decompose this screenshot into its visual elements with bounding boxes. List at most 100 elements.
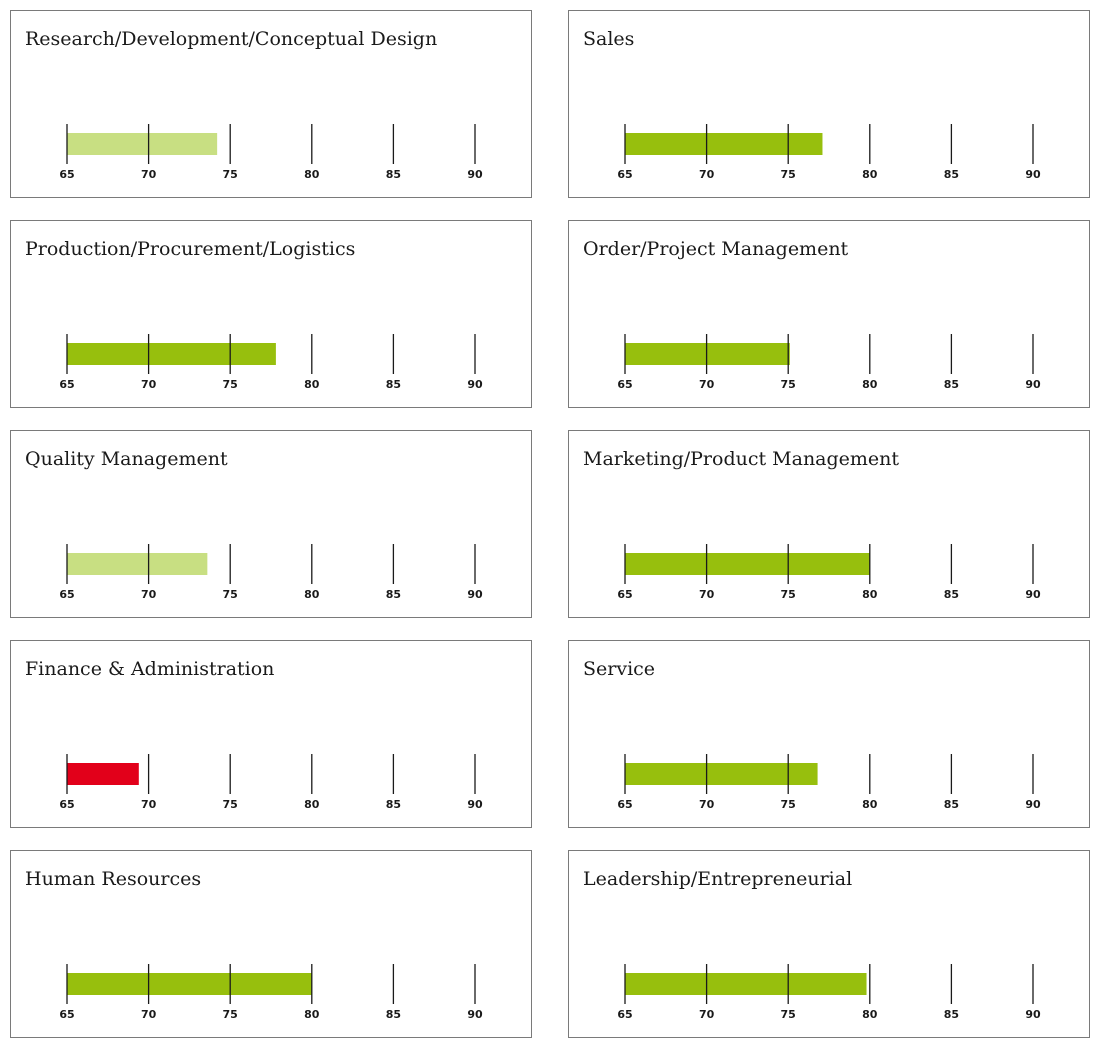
chart-title: Human Resources — [25, 868, 202, 890]
chart-plot: 65 70 75 80 85 90 — [59, 334, 483, 391]
tick-label: 80 — [862, 1008, 878, 1021]
tick-label: 85 — [386, 588, 401, 601]
tick-label: 80 — [862, 168, 878, 181]
tick-label: 70 — [699, 1008, 715, 1021]
tick-label: 70 — [699, 588, 715, 601]
bar — [625, 763, 818, 785]
tick-label: 65 — [617, 588, 632, 601]
bar — [67, 763, 139, 785]
tick-label: 75 — [223, 588, 238, 601]
tick-label: 70 — [141, 168, 157, 181]
tick-label: 65 — [617, 168, 632, 181]
tick-label: 85 — [386, 1008, 401, 1021]
chart-panel: Leadership/Entrepreneurial 65 70 75 80 85 90 — [568, 850, 1090, 1038]
tick-label: 90 — [467, 1008, 483, 1021]
tick-label: 85 — [944, 1008, 959, 1021]
bar — [625, 133, 823, 155]
chart-title: Marketing/Product Management — [583, 448, 900, 470]
bar — [67, 343, 276, 365]
tick-label: 80 — [862, 378, 878, 391]
tick-label: 90 — [1025, 588, 1041, 601]
chart-panel: Finance & Administration 65 70 75 80 85 90 — [10, 640, 532, 828]
chart-plot: 65 70 75 80 85 90 — [617, 334, 1041, 391]
bar — [625, 343, 790, 365]
tick-label: 90 — [1025, 378, 1041, 391]
chart-title: Finance & Administration — [25, 658, 275, 680]
chart-plot: 65 70 75 80 85 90 — [617, 544, 1041, 601]
tick-label: 65 — [617, 378, 632, 391]
chart-panel: Quality Management 65 70 75 80 85 90 — [10, 430, 532, 618]
bar — [67, 973, 312, 995]
tick-label: 85 — [944, 588, 959, 601]
tick-label: 65 — [59, 1008, 74, 1021]
tick-label: 80 — [304, 588, 320, 601]
chart-title: Research/Development/Conceptual Design — [25, 28, 438, 50]
chart-plot: 65 70 75 80 85 90 — [59, 754, 483, 811]
bar — [625, 553, 870, 575]
tick-label: 75 — [223, 168, 238, 181]
tick-label: 90 — [467, 378, 483, 391]
tick-label: 80 — [304, 798, 320, 811]
tick-label: 70 — [141, 588, 157, 601]
tick-label: 65 — [59, 588, 74, 601]
chart-panel: Production/Procurement/Logistics 65 70 75 80… — [10, 220, 532, 408]
chart-title: Production/Procurement/Logistics — [25, 238, 356, 260]
tick-label: 80 — [862, 588, 878, 601]
chart-title: Order/Project Management — [583, 238, 849, 260]
chart-plot: 65 70 75 80 85 90 — [617, 754, 1041, 811]
tick-label: 75 — [781, 798, 796, 811]
tick-label: 85 — [944, 168, 959, 181]
tick-label: 80 — [304, 1008, 320, 1021]
tick-label: 65 — [617, 798, 632, 811]
chart-plot: 65 70 75 80 85 90 — [59, 964, 483, 1021]
tick-label: 75 — [781, 1008, 796, 1021]
tick-label: 85 — [386, 798, 401, 811]
tick-label: 70 — [141, 378, 157, 391]
tick-label: 70 — [699, 798, 715, 811]
tick-label: 70 — [699, 168, 715, 181]
chart-title: Service — [583, 658, 656, 680]
tick-label: 90 — [467, 798, 483, 811]
chart-plot: 65 70 75 80 85 90 — [59, 544, 483, 601]
chart-title: Quality Management — [25, 448, 228, 470]
tick-label: 90 — [467, 588, 483, 601]
chart-panel: Research/Development/Conceptual Design 65… — [10, 10, 532, 198]
chart-panel: Marketing/Product Management 65 70 75 80 85 90 — [568, 430, 1090, 618]
chart-panel: Service 65 70 75 80 85 90 — [568, 640, 1090, 828]
chart-title: Leadership/Entrepreneurial — [583, 868, 853, 890]
bar — [67, 133, 218, 155]
bar — [67, 553, 208, 575]
tick-label: 75 — [781, 588, 796, 601]
chart-plot: 65 70 75 80 85 90 — [617, 124, 1041, 181]
tick-label: 65 — [617, 1008, 632, 1021]
tick-label: 80 — [862, 798, 878, 811]
chart-panel: Order/Project Management 65 70 75 80 85 90 — [568, 220, 1090, 408]
chart-plot: 65 70 75 80 85 90 — [617, 964, 1041, 1021]
tick-label: 90 — [467, 168, 483, 181]
tick-label: 75 — [781, 168, 796, 181]
tick-label: 80 — [304, 168, 320, 181]
tick-label: 85 — [944, 798, 959, 811]
bar — [625, 973, 867, 995]
tick-label: 65 — [59, 168, 74, 181]
tick-label: 85 — [944, 378, 959, 391]
tick-label: 75 — [223, 1008, 238, 1021]
tick-label: 75 — [223, 798, 238, 811]
tick-label: 70 — [141, 798, 157, 811]
tick-label: 70 — [699, 378, 715, 391]
tick-label: 90 — [1025, 798, 1041, 811]
tick-label: 90 — [1025, 168, 1041, 181]
tick-label: 75 — [223, 378, 238, 391]
chart-title: Sales — [583, 28, 635, 50]
chart-panel: Human Resources 65 70 75 80 85 90 — [10, 850, 532, 1038]
tick-label: 65 — [59, 798, 74, 811]
tick-label: 70 — [141, 1008, 157, 1021]
tick-label: 80 — [304, 378, 320, 391]
tick-label: 75 — [781, 378, 796, 391]
tick-label: 90 — [1025, 1008, 1041, 1021]
tick-label: 85 — [386, 378, 401, 391]
tick-label: 85 — [386, 168, 401, 181]
chart-plot: 65 70 75 80 85 90 — [59, 124, 483, 181]
chart-panel: Sales 65 70 75 80 85 90 — [568, 10, 1090, 198]
